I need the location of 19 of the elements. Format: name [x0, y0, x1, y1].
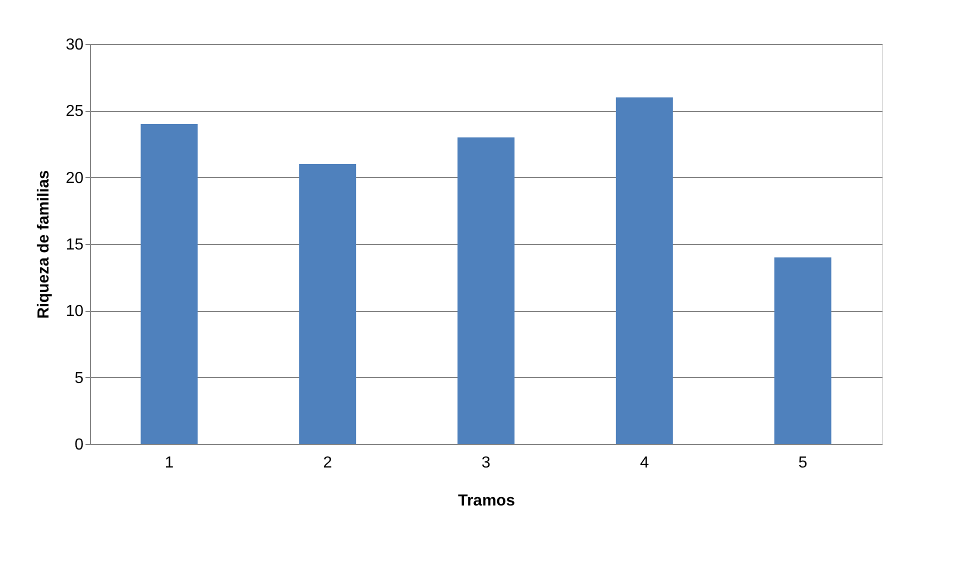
x-tick-label: 4 [640, 454, 649, 472]
y-tick-label: 10 [66, 303, 84, 320]
bar [774, 257, 832, 444]
y-tick-label: 15 [66, 236, 84, 254]
y-axis-title: Riqueza de familias [36, 170, 53, 319]
y-tick-label: 25 [66, 103, 84, 120]
y-tick-label: 30 [66, 36, 84, 54]
y-tick-label: 0 [74, 436, 84, 454]
bar [140, 124, 198, 444]
x-tick-label: 3 [482, 454, 491, 472]
x-axis-title: Tramos [458, 492, 516, 510]
x-tick-label: 2 [323, 454, 332, 472]
bar [616, 97, 673, 444]
bar [299, 164, 356, 444]
bar [458, 137, 514, 444]
y-tick-label: 5 [74, 370, 84, 387]
x-tick-label: 5 [798, 454, 808, 472]
y-tick-label: 20 [66, 170, 84, 187]
x-tick-label: 1 [164, 454, 174, 472]
